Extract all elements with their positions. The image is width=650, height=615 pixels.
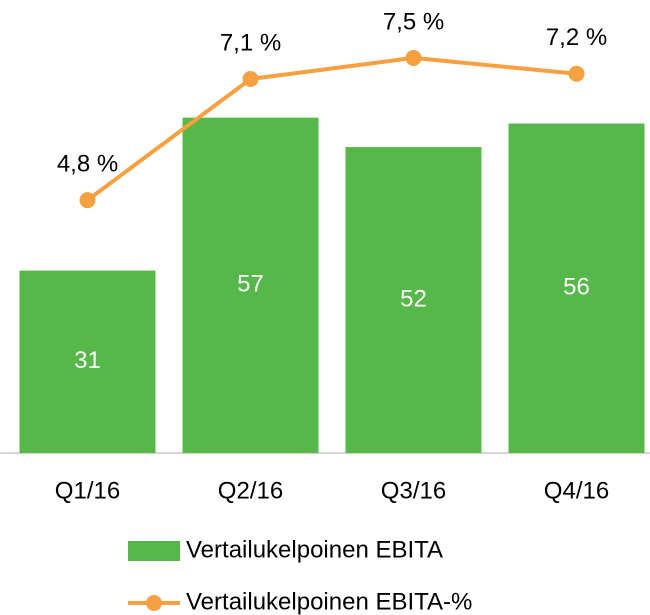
line-point [79, 192, 96, 209]
line-value-label: 7,2 % [546, 24, 607, 51]
bar [345, 147, 482, 453]
line-point [405, 49, 422, 66]
legend-label: Vertailukelpoinen EBITA-% [186, 588, 472, 615]
x-tick-label: Q2/16 [218, 477, 283, 504]
legend-swatch [128, 541, 180, 561]
bar [508, 123, 645, 453]
bar-value-label: 52 [400, 285, 427, 312]
line-point [568, 65, 585, 82]
line-value-label: 7,1 % [220, 29, 281, 56]
bar-value-label: 57 [237, 271, 264, 298]
x-tick-label: Q1/16 [55, 477, 120, 504]
bar-value-label: 31 [74, 347, 101, 374]
line [86, 55, 577, 202]
bar [19, 270, 156, 453]
bar [182, 117, 319, 453]
x-tick-label: Q3/16 [381, 477, 446, 504]
line-point [242, 71, 259, 88]
bar-value-label: 56 [563, 274, 590, 301]
line-value-label: 7,5 % [383, 8, 444, 35]
legend-label: Vertailukelpoinen EBITA [186, 536, 443, 563]
line-value-label: 4,8 % [57, 151, 118, 178]
x-tick-label: Q4/16 [544, 477, 609, 504]
legend-swatch [146, 595, 162, 611]
